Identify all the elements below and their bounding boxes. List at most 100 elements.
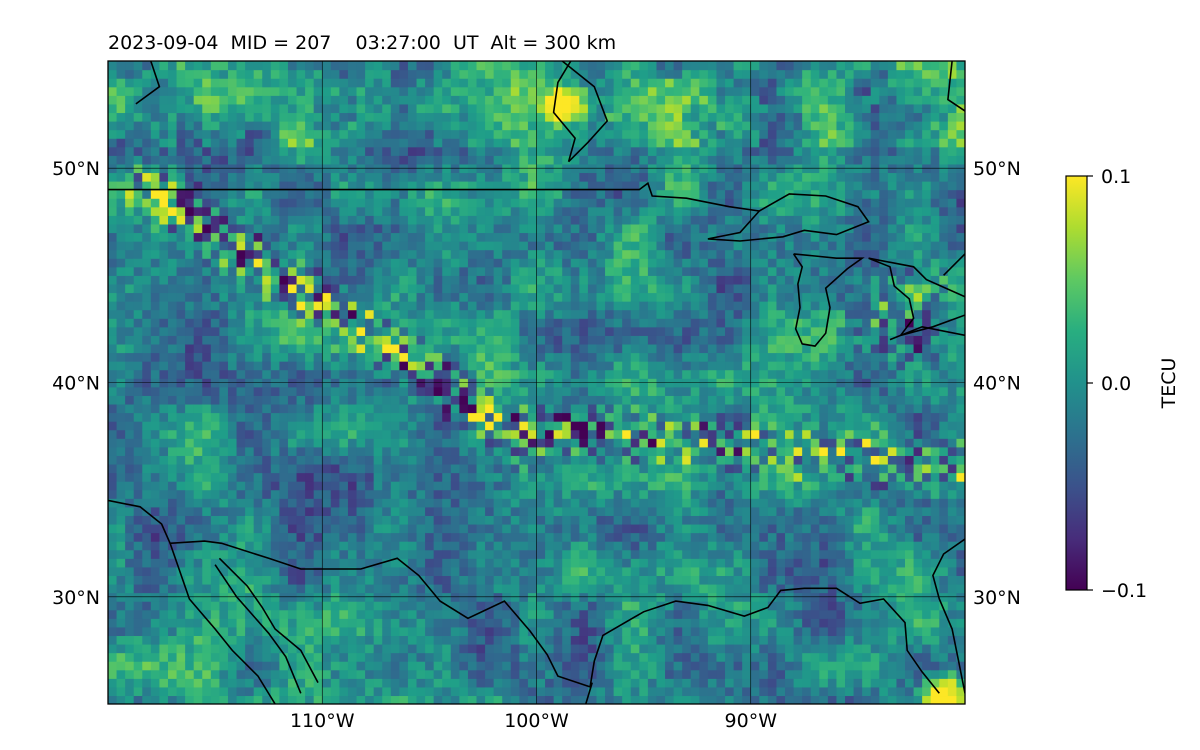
tec-cell	[613, 652, 623, 662]
tec-cell	[210, 86, 221, 96]
tec-cell	[442, 549, 452, 559]
tec-cell	[167, 215, 178, 225]
tec-cell	[125, 112, 135, 122]
tec-cell	[236, 249, 246, 259]
tec-cell	[253, 198, 263, 208]
tec-cell	[236, 558, 246, 568]
tec-cell	[356, 198, 366, 208]
tec-cell	[450, 395, 460, 405]
tec-cell	[133, 292, 143, 302]
tec-cell	[562, 652, 572, 662]
tec-cell	[596, 541, 606, 551]
tec-cell	[202, 266, 212, 276]
tec-cell	[382, 601, 392, 611]
tec-cell	[579, 558, 589, 568]
tec-cell	[270, 249, 280, 259]
tec-cell	[330, 369, 340, 379]
tec-cell	[536, 515, 546, 525]
tec-cell	[116, 181, 126, 191]
tec-cell	[605, 583, 615, 594]
tec-cell	[373, 129, 383, 139]
tec-cell	[416, 189, 426, 199]
tec-cell	[142, 583, 152, 594]
tec-cell	[227, 206, 238, 216]
tec-cell	[253, 686, 263, 697]
tec-cell	[647, 275, 658, 285]
tec-cell	[553, 155, 563, 165]
tec-cell	[262, 343, 272, 354]
tec-cell	[450, 335, 460, 345]
tec-cell	[125, 472, 135, 482]
tec-cell	[150, 438, 161, 448]
tec-cell	[510, 249, 520, 259]
tec-cell	[365, 558, 375, 568]
tec-cell	[587, 481, 598, 491]
tec-cell	[330, 172, 340, 182]
tec-cell	[167, 532, 178, 542]
tec-cell	[322, 386, 332, 396]
tec-cell	[262, 446, 272, 456]
tec-cell	[167, 455, 178, 465]
tec-cell	[390, 249, 400, 259]
tec-cell	[373, 241, 383, 251]
tec-cell	[407, 181, 418, 191]
tec-cell	[562, 592, 572, 602]
tec-cell	[305, 215, 315, 225]
tec-cell	[382, 69, 392, 79]
tec-cell	[279, 669, 289, 679]
tec-cell	[322, 643, 332, 654]
tec-cell	[527, 421, 538, 431]
tec-cell	[622, 326, 632, 336]
tec-cell	[270, 172, 280, 182]
tec-cell	[210, 652, 221, 662]
tec-cell	[210, 241, 221, 251]
tec-cell	[116, 463, 126, 474]
tec-cell	[630, 695, 640, 704]
tec-cell	[656, 592, 666, 602]
tec-cell	[510, 643, 520, 654]
tec-cell	[365, 421, 375, 431]
tec-cell	[176, 558, 186, 568]
tec-cell	[279, 541, 289, 551]
tec-cell	[425, 181, 435, 191]
tec-cell	[553, 549, 563, 559]
tec-cell	[279, 678, 289, 688]
tec-cell	[450, 266, 460, 276]
tec-cell	[382, 549, 392, 559]
tec-cell	[425, 403, 435, 414]
tec-cell	[356, 695, 366, 704]
tec-cell	[176, 515, 186, 525]
tec-cell	[433, 669, 443, 679]
tec-cell	[639, 309, 649, 319]
tec-cell	[647, 86, 658, 96]
tec-cell	[433, 429, 443, 439]
tec-cell	[562, 446, 572, 456]
tec-cell	[330, 455, 340, 465]
tec-cell	[210, 403, 221, 414]
tec-cell	[373, 369, 383, 379]
tec-cell	[287, 429, 298, 439]
tec-cell	[459, 155, 469, 165]
tec-cell	[210, 181, 221, 191]
tec-cell	[133, 129, 143, 139]
tec-cell	[236, 592, 246, 602]
tec-cell	[485, 635, 495, 645]
tec-cell	[125, 146, 135, 156]
tec-cell	[665, 472, 675, 482]
tec-cell	[519, 635, 529, 645]
tec-cell	[536, 146, 546, 156]
tec-cell	[536, 343, 546, 354]
tec-cell	[116, 549, 126, 559]
tec-cell	[510, 489, 520, 499]
tec-cell	[665, 266, 675, 276]
tec-cell	[245, 352, 255, 362]
tec-cell	[305, 686, 315, 697]
tec-cell	[622, 86, 632, 96]
tec-cell	[613, 258, 623, 268]
tec-cell	[305, 403, 315, 414]
tec-cell	[485, 155, 495, 165]
tec-cell	[322, 412, 332, 422]
tec-cell	[459, 258, 469, 268]
tec-cell	[622, 523, 632, 534]
tec-cell	[605, 643, 615, 654]
